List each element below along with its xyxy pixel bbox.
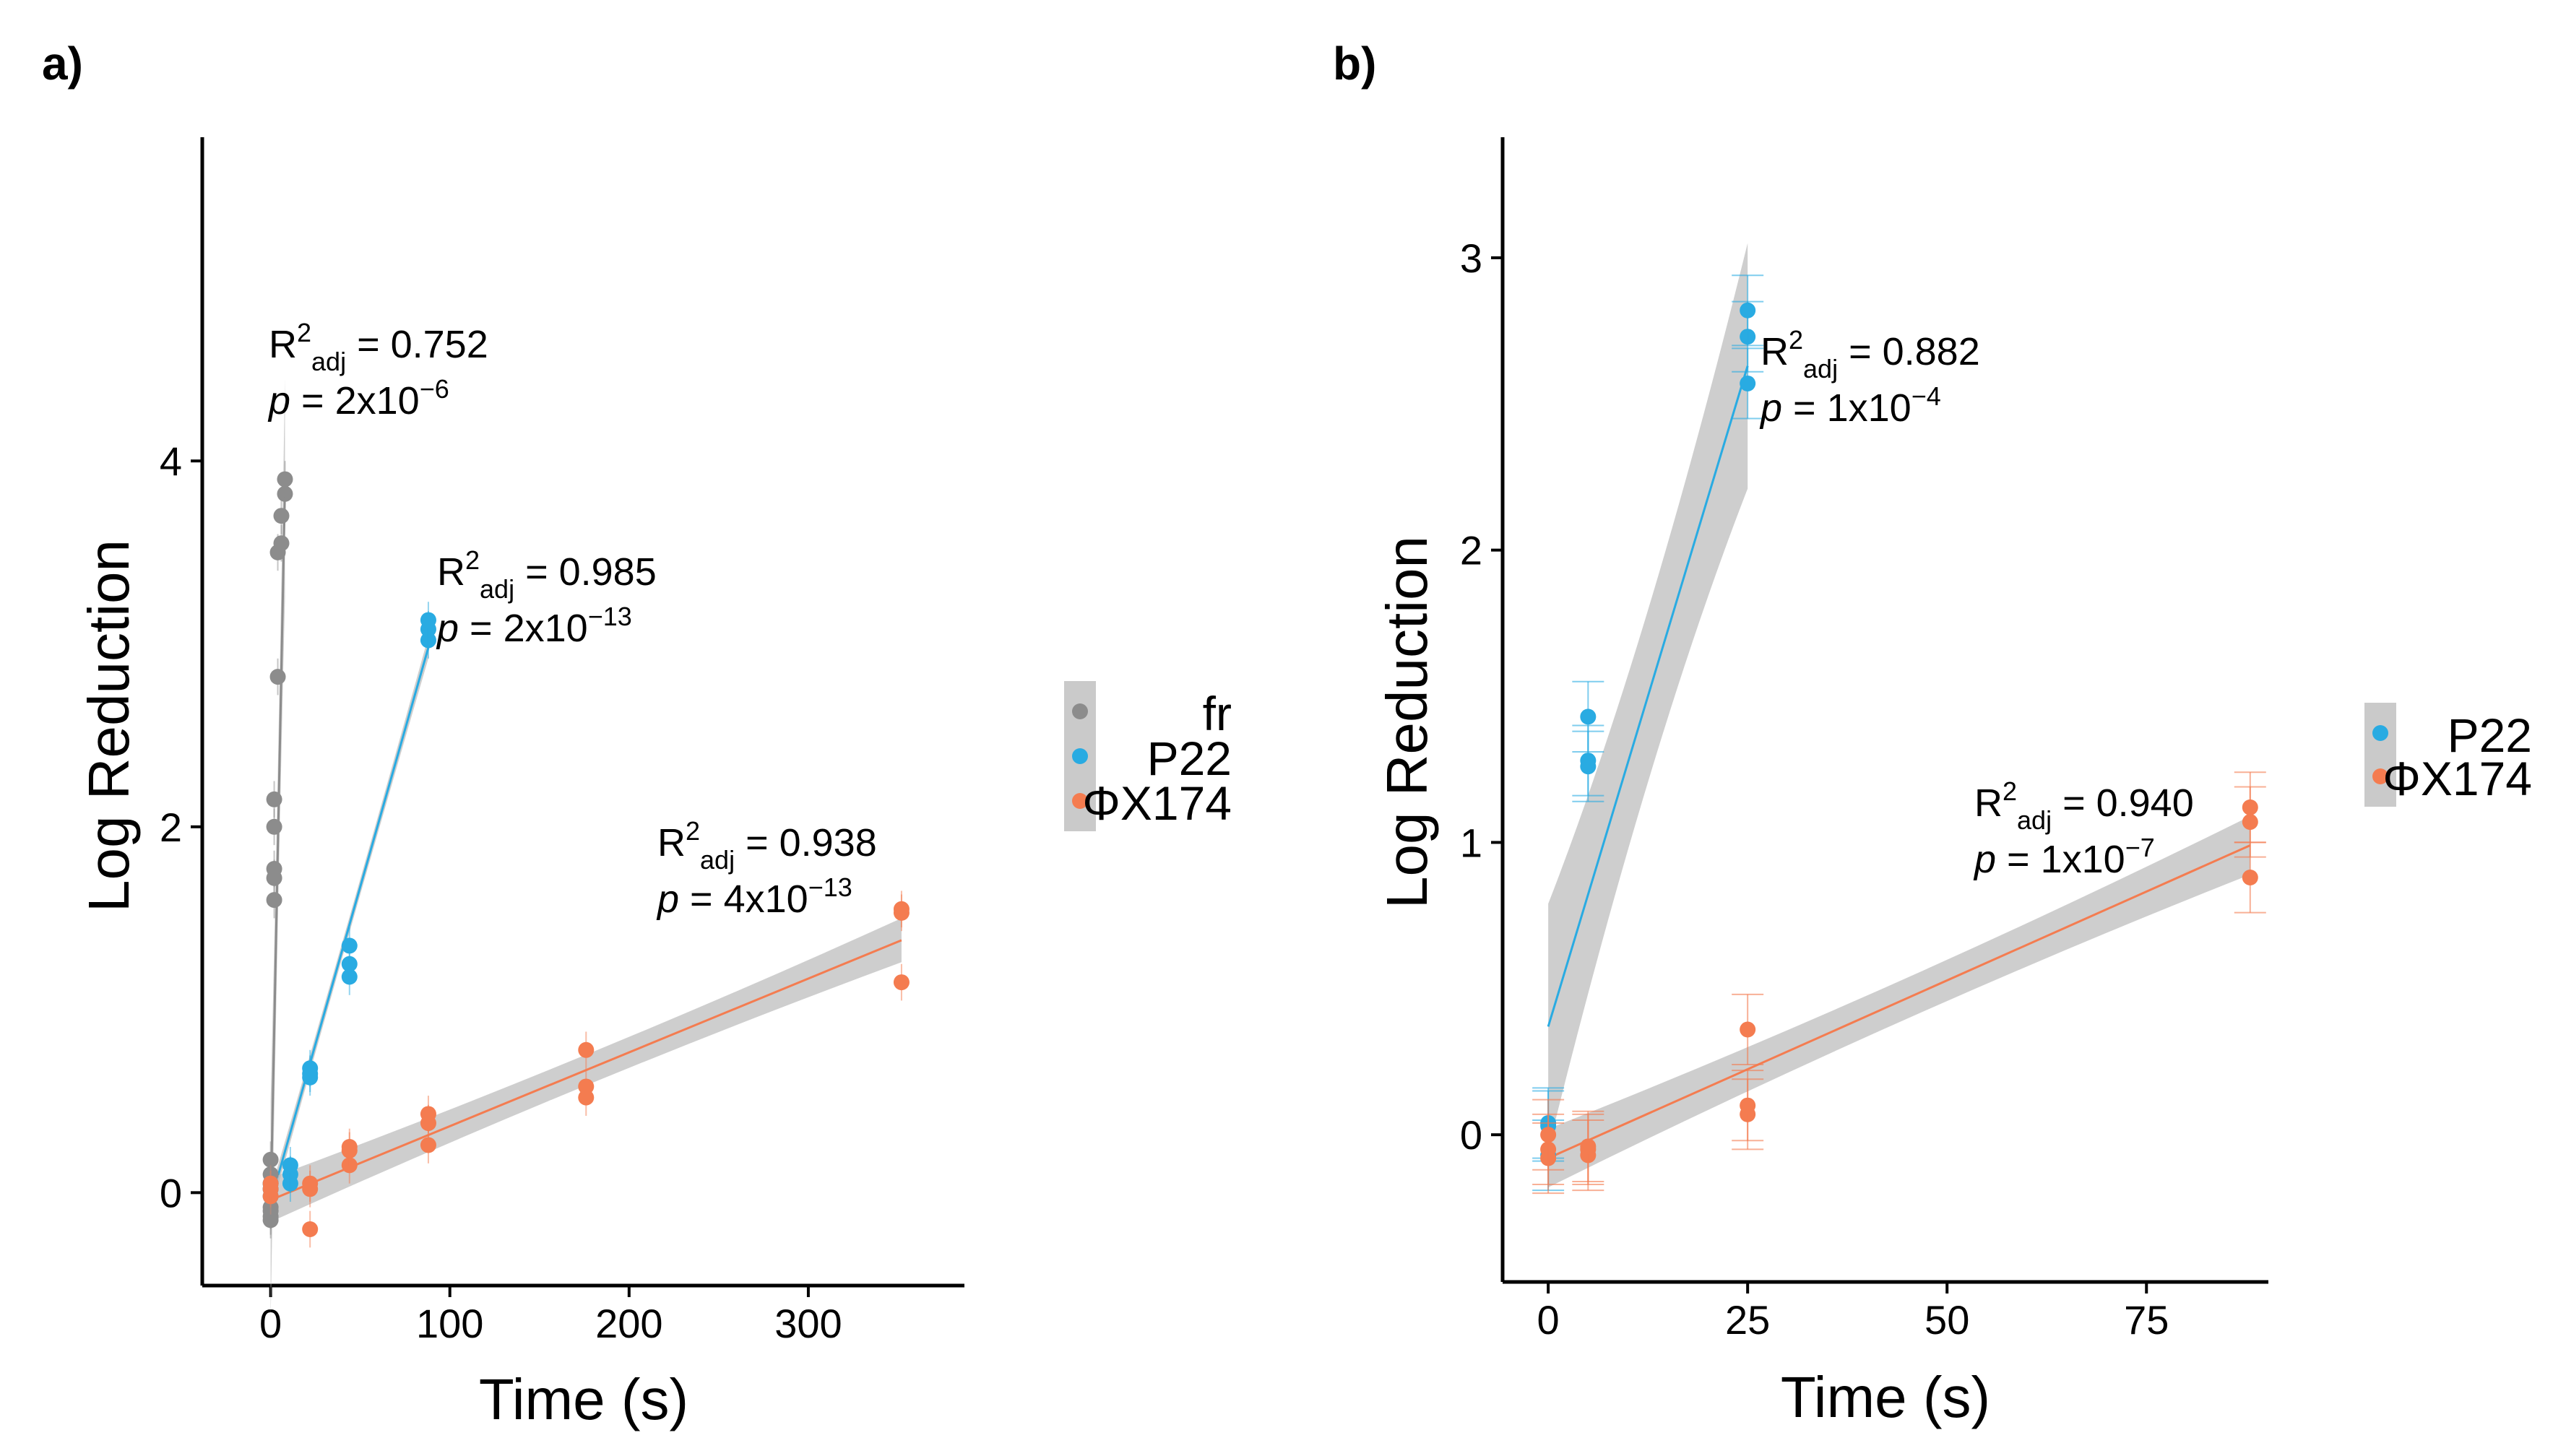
b-phix174-data-point: [2242, 799, 2258, 815]
a-phix174-data-point: [302, 1175, 319, 1192]
b-y-tick-label: 2: [1460, 528, 1482, 573]
a-fr-data-point: [273, 508, 290, 524]
a-fr-data-point: [266, 892, 282, 909]
b-p22-data-point: [1740, 302, 1756, 318]
a-phix174-data-point: [341, 1139, 358, 1156]
a-p22-data-point: [282, 1157, 298, 1174]
a-fr-data-point: [262, 1151, 279, 1168]
b-p22-data-point: [1740, 375, 1756, 391]
a-phix174-p-annotation: p = 4x10−13: [656, 872, 852, 921]
a-legend-label-phix174: ΦX174: [1082, 776, 1232, 830]
b-p22-r2-annotation: R2adj = 0.882: [1761, 325, 1980, 384]
a-y-tick-label: 0: [160, 1170, 182, 1216]
a-legend-key-fr: [1072, 703, 1088, 719]
b-phix174-fit-line: [1547, 844, 2251, 1159]
b-p22-data-point: [1580, 708, 1597, 725]
a-phix174-data-point: [302, 1221, 319, 1238]
b-legend-label-phix174: ΦX174: [2383, 752, 2532, 805]
a-fr-fit-line: [269, 488, 286, 1211]
a-p22-fit-line: [269, 647, 430, 1202]
a-fr-data-point: [273, 535, 290, 552]
a-legend-key-p22: [1072, 748, 1088, 764]
panel-a-label: a): [42, 38, 83, 90]
panel-b-y-axis-title: Log Reduction: [1375, 536, 1439, 909]
b-legend-key-p22: [2372, 725, 2388, 741]
a-phix174-data-point: [420, 1106, 436, 1122]
b-x-tick-label: 0: [1537, 1297, 1560, 1343]
a-fr-p-annotation: p = 2x10−6: [267, 374, 449, 422]
b-legend-label-p22: P22: [2448, 708, 2532, 762]
b-p22-p-annotation: p = 1x10−4: [1759, 381, 1941, 430]
a-phix174-data-point: [262, 1175, 279, 1192]
a-x-tick-label: 200: [595, 1301, 662, 1346]
b-phix174-data-point: [2242, 870, 2258, 885]
a-p22-r2-annotation: R2adj = 0.985: [437, 545, 657, 604]
b-phix174-data-point: [1740, 1097, 1756, 1114]
a-fr-data-point: [266, 818, 282, 835]
b-p22-data-point: [1580, 753, 1597, 769]
a-phix174-data-point: [578, 1078, 595, 1095]
a-p22-data-point: [302, 1060, 319, 1077]
a-p22-data-point: [420, 612, 436, 628]
b-y-tick-label: 0: [1460, 1112, 1482, 1158]
a-x-tick-label: 100: [416, 1301, 483, 1346]
a-phix174-data-point: [420, 1137, 436, 1153]
panel-a-x-axis-title: Time (s): [479, 1367, 688, 1431]
b-x-tick-label: 75: [2124, 1297, 2169, 1343]
a-phix174-data-point: [893, 974, 910, 991]
b-y-tick-label: 3: [1460, 235, 1482, 281]
a-fr-data-point: [269, 669, 286, 685]
b-x-tick-label: 50: [1924, 1297, 1969, 1343]
b-phix174-r2-annotation: R2adj = 0.940: [1974, 776, 2194, 835]
a-fr-data-point: [266, 861, 282, 878]
b-phix174-data-point: [1540, 1127, 1557, 1143]
a-legend-label-fr: fr: [1203, 687, 1232, 740]
a-fr-r2-annotation: R2adj = 0.752: [269, 318, 488, 376]
b-legend-key-phix174: [2372, 768, 2388, 784]
b-phix174-data-point: [1580, 1138, 1597, 1155]
a-y-tick-label: 2: [160, 805, 182, 850]
a-fr-data-point: [266, 791, 282, 807]
panel-b-x-axis-title: Time (s): [1781, 1365, 1990, 1429]
a-phix174-data-point: [893, 901, 910, 917]
a-legend-key-phix174: [1072, 793, 1088, 809]
a-p22-p-annotation: p = 2x10−13: [436, 602, 632, 650]
b-p22-fit-line: [1547, 365, 1749, 1027]
a-phix174-r2-annotation: R2adj = 0.938: [657, 816, 877, 875]
a-phix174-data-point: [578, 1041, 595, 1058]
a-fr-data-point: [262, 1212, 279, 1228]
b-y-tick-label: 1: [1460, 820, 1482, 865]
a-x-tick-label: 300: [774, 1301, 842, 1346]
a-y-tick-label: 4: [160, 438, 182, 484]
a-p22-data-point: [341, 937, 358, 954]
b-legend-key-background: [2364, 703, 2396, 807]
panel-a-y-axis-title: Log Reduction: [77, 540, 141, 912]
a-fr-data-point: [277, 471, 293, 488]
a-legend-label-p22: P22: [1147, 732, 1232, 785]
panel-b-label: b): [1333, 38, 1376, 90]
b-phix174-data-point: [1740, 1021, 1756, 1038]
b-x-tick-label: 25: [1725, 1297, 1770, 1343]
b-phix174-p-annotation: p = 1x10−7: [1973, 833, 2155, 881]
